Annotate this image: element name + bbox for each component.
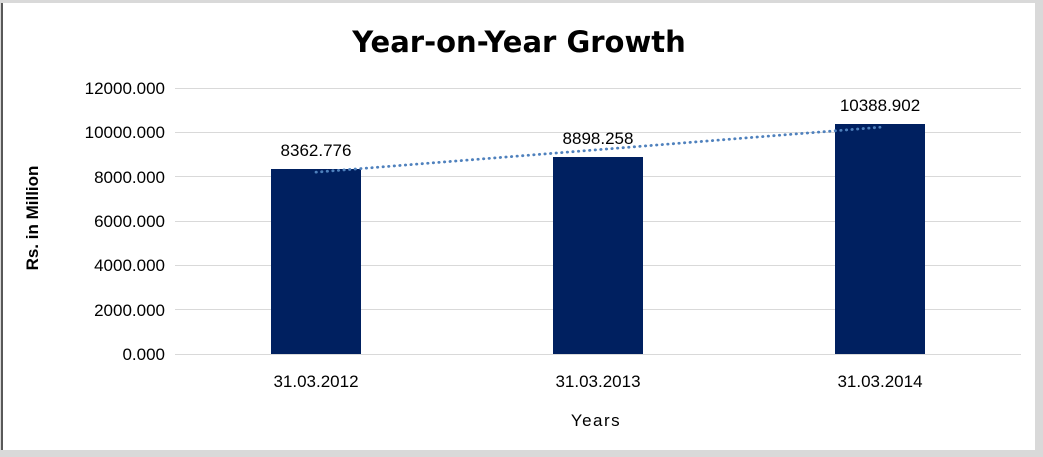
bar	[271, 168, 361, 354]
bar	[835, 123, 925, 354]
x-axis-tick-label: 31.03.2014	[837, 372, 923, 391]
x-axis-tick-label: 31.03.2012	[273, 372, 359, 391]
bar-value-label: 8362.776	[280, 140, 352, 160]
y-axis-title-text: Rs. in Million	[23, 165, 42, 271]
bar-value-label: 10388.902	[839, 95, 921, 115]
gridline	[175, 87, 1021, 89]
y-axis-tick-label: 4000.000	[94, 256, 165, 276]
y-axis-tick-label: 0.000	[122, 345, 165, 364]
y-axis-tick-label: 8000.000	[94, 167, 165, 187]
chart-title: Year-on-Year Growth	[352, 25, 686, 59]
gridline	[175, 353, 1021, 355]
y-axis-tick-label: 6000.000	[94, 212, 165, 231]
bar	[553, 156, 643, 354]
y-axis-tick-label: 2000.000	[94, 300, 165, 320]
x-axis-tick-label: 31.03.2013	[555, 372, 641, 391]
bar-value-label: 8898.258	[562, 128, 634, 148]
chart-canvas: Year-on-Year Growth Rs. in Million Years…	[1, 3, 1035, 450]
y-axis-tick-label: 12000.000	[84, 79, 165, 98]
x-axis-title: Years	[570, 411, 622, 430]
y-axis-tick-label: 10000.000	[84, 123, 165, 143]
